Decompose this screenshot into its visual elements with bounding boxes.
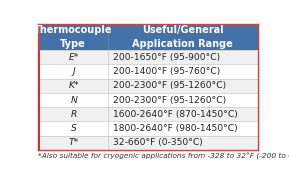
- Bar: [38, 50, 258, 65]
- Bar: [38, 121, 40, 136]
- Bar: [38, 79, 258, 93]
- Text: 32-660°F (0-350°C): 32-660°F (0-350°C): [113, 138, 203, 147]
- Bar: [38, 93, 40, 107]
- Text: K*: K*: [68, 81, 79, 90]
- Bar: [38, 65, 258, 79]
- Bar: [38, 136, 258, 150]
- Bar: [38, 50, 40, 65]
- Text: Useful/General
Application Range: Useful/General Application Range: [132, 25, 233, 49]
- Text: 200-2300°F (95-1260°C): 200-2300°F (95-1260°C): [113, 96, 226, 105]
- Text: 1800-2640°F (980-1450°C): 1800-2640°F (980-1450°C): [113, 124, 238, 133]
- Bar: [38, 65, 40, 79]
- Text: N: N: [71, 96, 77, 105]
- Text: *Also suitable for cryogenic applications from -328 to 32°F (-200 to 0°C): *Also suitable for cryogenic application…: [38, 153, 289, 160]
- Text: J: J: [73, 67, 75, 76]
- Bar: [38, 24, 258, 50]
- Text: S: S: [71, 124, 77, 133]
- Text: 1600-2640°F (870-1450°C): 1600-2640°F (870-1450°C): [113, 110, 238, 119]
- Text: T*: T*: [69, 138, 79, 147]
- Text: E*: E*: [69, 53, 79, 62]
- Text: Thermocouple
Type: Thermocouple Type: [34, 25, 112, 49]
- Text: 200-1400°F (95-760°C): 200-1400°F (95-760°C): [113, 67, 220, 76]
- Bar: [38, 93, 258, 107]
- Text: 200-1650°F (95-900°C): 200-1650°F (95-900°C): [113, 53, 220, 62]
- Bar: [38, 107, 258, 121]
- Text: 200-2300°F (95-1260°C): 200-2300°F (95-1260°C): [113, 81, 226, 90]
- Bar: [38, 107, 40, 121]
- Text: R: R: [71, 110, 77, 119]
- Bar: [38, 121, 258, 136]
- Bar: [38, 136, 40, 150]
- Bar: [38, 79, 40, 93]
